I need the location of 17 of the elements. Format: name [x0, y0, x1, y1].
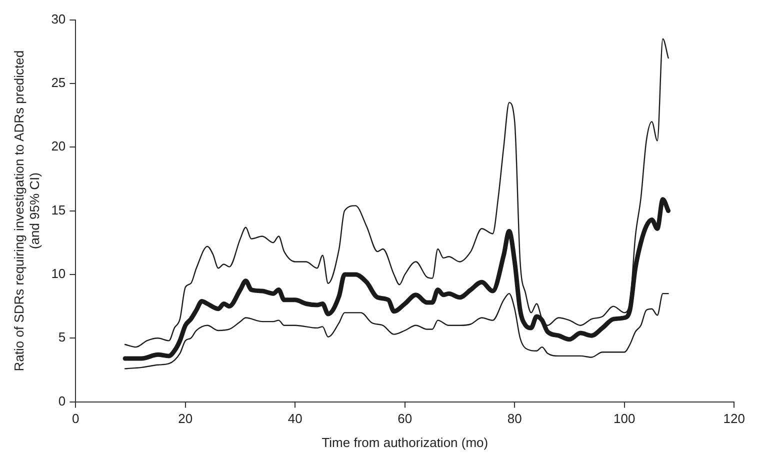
x-tick-label: 60: [398, 411, 412, 426]
x-tick-label: 20: [178, 411, 193, 426]
y-axis-title: Ratio of SDRs requiring investigation to ADRs predicted (and 95% CI): [11, 50, 42, 372]
x-axis-title: Time from authorization (mo): [322, 434, 488, 450]
x-tick-label: 40: [288, 411, 302, 426]
y-tick-label: 20: [51, 138, 66, 154]
y-tick-label: 10: [51, 266, 66, 282]
y-tick-label: 15: [51, 202, 66, 218]
y-tick-label: 30: [51, 11, 66, 26]
x-tick-label: 0: [72, 411, 80, 426]
line-series: [124, 292, 669, 370]
y-tick-label: 25: [51, 75, 66, 90]
x-tick-label: 80: [507, 411, 522, 426]
x-tick-label: 120: [723, 411, 746, 426]
y-tick-label: 0: [58, 393, 66, 408]
y-tick-label: 5: [58, 330, 66, 345]
x-tick-label: 100: [614, 411, 636, 426]
